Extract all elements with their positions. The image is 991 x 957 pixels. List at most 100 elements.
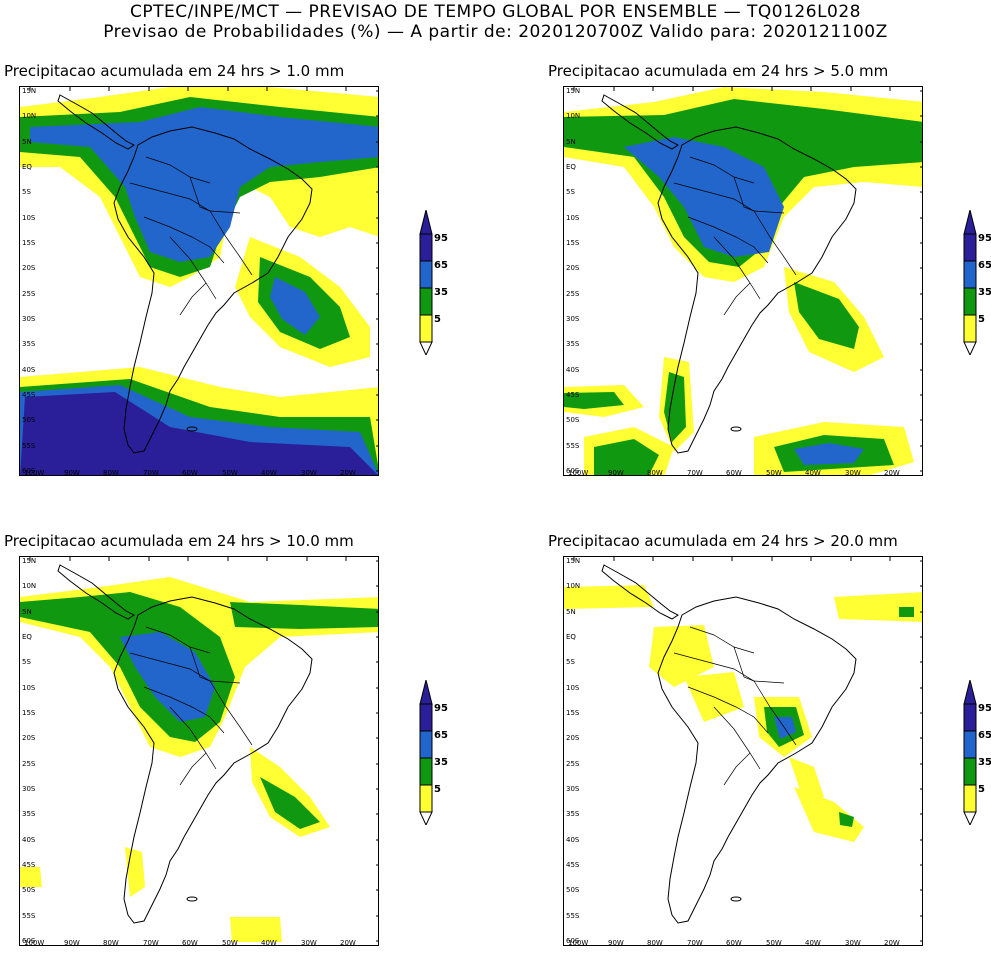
lon-tick-label: 40W [261,939,277,946]
lon-tick-label: 40W [261,469,277,476]
country-border [753,680,797,746]
country-border [169,236,217,300]
map-panel-4: 15N 10N 5N EQ 5S 10S 15S 20S 25S 30S 35S 40S 45S 50S 5… [563,556,923,946]
legend-label: 35 [434,287,448,298]
legend-label: 65 [434,260,448,271]
lat-tick-label: 15N [566,87,580,95]
lat-tick-label: 15S [566,239,580,247]
legend-colorbar: 95 65 35 5 [963,679,991,827]
country-border [143,216,225,264]
lon-tick-label: 90W [608,469,624,476]
map-panel-3: 15N 10N 5N EQ 5S 10S 15S 20S 25S 30S 35S 40S 45S 50S 5… [19,556,379,946]
central-america-coastline [601,94,679,150]
country-border [209,680,253,746]
lat-tick-label: 35S [22,810,36,818]
country-border [129,182,241,214]
panel-1-title: Precipitacao acumulada em 24 hrs > 1.0 m… [4,62,345,80]
probability-area-65 [270,277,320,335]
lat-tick-label: 35S [566,340,580,348]
probability-area-5 [794,787,864,842]
lat-tick-label: 55S [566,442,580,450]
lat-tick-label: 50S [22,416,36,424]
country-border [687,686,769,734]
legend-bottom-arrow [419,811,433,827]
lon-tick-label: 50W [766,939,782,946]
lat-tick-label: EQ [566,163,576,171]
lat-tick-label: 25S [22,290,36,298]
south-america-coastline [113,596,313,924]
lat-tick-label: 5S [22,658,31,666]
lon-tick-label: 70W [143,469,159,476]
legend-bottom-arrow [419,341,433,357]
lon-tick-label: 70W [687,469,703,476]
lat-tick-label: 60S [566,467,580,475]
falkland-islands [186,896,198,902]
legend-label: 95 [978,233,991,244]
probability-area-35 [794,282,859,349]
lon-tick-label: 60W [182,469,198,476]
lat-tick-label: 15N [22,557,36,565]
lat-tick-label: 40S [566,366,580,374]
lat-tick-label: 30S [22,315,36,323]
central-america-coastline [57,564,135,620]
probability-area-5 [564,585,654,609]
legend-top-arrow [419,679,433,705]
legend-label: 5 [434,784,441,795]
lat-tick-label: 5N [566,138,576,146]
lon-tick-label: 30W [301,939,317,946]
country-border [179,752,207,786]
lat-tick-label: 15S [566,709,580,717]
lat-tick-label: 20S [566,264,580,272]
lon-tick-label: 80W [647,469,663,476]
figure-subtitle: Previsao de Probabilidades (%) — A parti… [103,22,888,42]
legend-panel-2: 95 65 35 5 [962,209,991,357]
lat-tick-label: 55S [22,442,36,450]
lon-tick-label: 80W [647,939,663,946]
lon-tick-label: 50W [766,469,782,476]
lon-tick-label: 70W [143,939,159,946]
country-border [713,706,761,770]
country-border [143,686,225,734]
lon-tick-label: 40W [805,939,821,946]
lon-tick-label: 40W [805,469,821,476]
lat-tick-label: 15S [22,709,36,717]
probability-area-65 [624,137,784,257]
country-border [723,752,751,786]
lon-tick-label: 80W [103,469,119,476]
country-border [673,652,785,684]
legend-swatch [419,314,433,343]
country-border [189,176,211,212]
falkland-islands [186,426,198,432]
probability-area-95 [20,392,378,475]
lon-tick-label: 100W [24,939,44,946]
lat-tick-label: 5S [22,188,31,196]
legend-bottom-arrow [963,811,977,827]
lat-tick-label: 30S [22,785,36,793]
legend-swatch [419,784,433,813]
central-america-coastline [601,564,679,620]
country-border [145,156,211,184]
probability-area-35 [594,439,659,475]
lat-tick-label: 10S [22,214,36,222]
probability-area-5 [250,747,330,837]
legend-label: 5 [434,314,441,325]
legend-label: 95 [434,703,448,714]
country-border [723,282,751,316]
probability-area-35 [230,602,378,629]
legend-swatch [963,260,977,289]
panel-3-title: Precipitacao acumulada em 24 hrs > 10.0 … [4,532,354,550]
country-border [209,210,253,276]
figure-title: CPTEC/INPE/MCT — PREVISAO DE TEMPO GLOBA… [130,2,861,22]
legend-panel-4: 95 65 35 5 [962,679,991,827]
lon-tick-label: 50W [222,939,238,946]
lon-tick-label: 20W [884,469,900,476]
lat-tick-label: 50S [566,416,580,424]
lat-tick-label: 60S [22,937,36,945]
lat-tick-label: 10S [566,684,580,692]
lat-tick-label: 15N [22,87,36,95]
lon-tick-label: 20W [340,939,356,946]
map-canvas: 15N 10N 5N EQ 5S 10S 15S 20S 25S 30S 35S 40S 45S 50S 5… [20,87,378,476]
legend-swatch [419,233,433,262]
falkland-islands [730,896,742,902]
lat-tick-label: EQ [566,633,576,641]
